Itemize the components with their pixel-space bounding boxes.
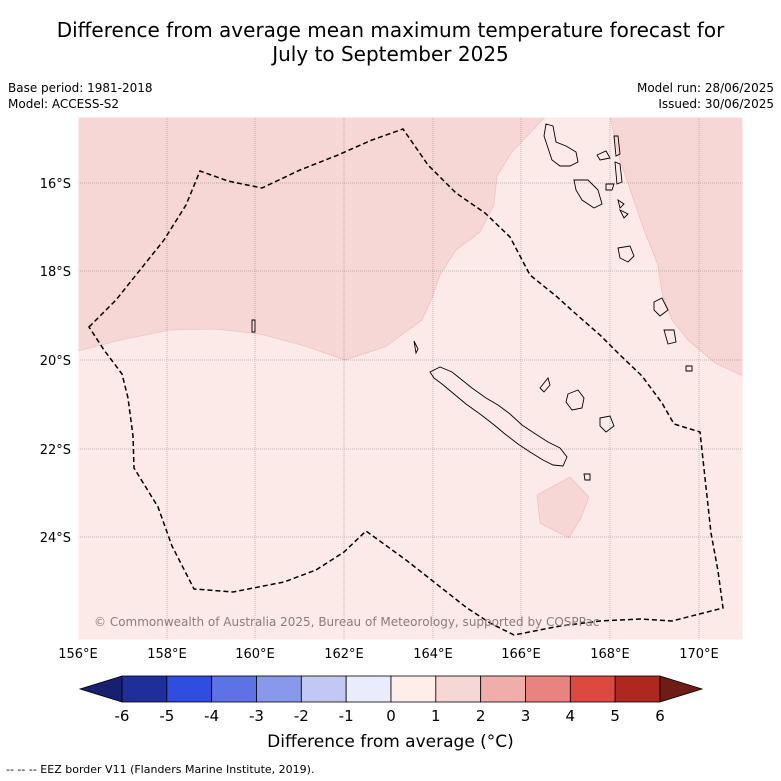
gridlines (78, 117, 743, 640)
colorbar-tick-label: 1 (431, 707, 441, 725)
colorbar-tick-label: 3 (521, 707, 531, 725)
colorbar-label: Difference from average (°C) (267, 732, 514, 752)
colorbar: -6 -5 -4 -3 -2 -1 0 1 2 3 4 5 6 (78, 675, 704, 725)
colorbar-tick-label: 2 (476, 707, 486, 725)
colorbar-cell (256, 675, 302, 703)
colorbar-tick-label: 4 (566, 707, 576, 725)
colorbar-extend-low (78, 675, 123, 703)
vanuatu-efate (617, 245, 635, 263)
chesterfield-islet (251, 319, 256, 333)
colorbar-tick-label: -3 (249, 707, 264, 725)
warm-region-north-west (77, 116, 546, 361)
lon-label-168e: 168°E (590, 647, 630, 662)
colorbar-tick-label: 6 (655, 707, 665, 725)
lon-label-158e: 158°E (147, 647, 187, 662)
vanuatu-epi (617, 198, 625, 209)
lat-labels: 16°S 18°S 20°S 22°S 24°S (40, 177, 71, 546)
loyalty-island-lifou (565, 389, 585, 411)
colorbar-cell (211, 675, 257, 703)
loyalty-island-ouvea (539, 377, 551, 393)
map-frame (77, 116, 744, 641)
colorbar-tick-label: -2 (294, 707, 309, 725)
lat-label-24s: 24°S (40, 531, 71, 546)
colorbar-cell (435, 675, 482, 703)
colorbar-cell (345, 675, 392, 703)
copyright-text: © Commonwealth of Australia 2025, Bureau… (94, 615, 599, 629)
colorbar-cells (121, 675, 661, 703)
colorbar-cell (300, 675, 347, 703)
lon-label-156e: 156°E (58, 647, 98, 662)
title-line-1: Difference from average mean maximum tem… (56, 18, 725, 42)
vanuatu-maewo (613, 135, 621, 157)
meta-right: Model run: 28/06/2025 Issued: 30/06/2025 (637, 80, 774, 112)
warm-region-south (536, 476, 590, 539)
meta-left: Base period: 1981-2018 Model: ACCESS-S2 (8, 80, 153, 112)
eez-legend-note: -- -- -- EEZ border V11 (Flanders Marine… (6, 763, 315, 776)
vanuatu-shepherd (618, 208, 629, 219)
lon-label-162e: 162°E (324, 647, 364, 662)
vanuatu-aneityum (685, 365, 693, 372)
colorbar-tick-label: -5 (159, 707, 174, 725)
lon-label-170e: 170°E (679, 647, 719, 662)
vanuatu-tanna (663, 329, 677, 345)
colorbar-cell (480, 675, 526, 703)
chart-title: Difference from average mean maximum tem… (0, 18, 781, 66)
colorbar-tick-label: -1 (339, 707, 354, 725)
colorbar-cell (166, 675, 213, 703)
colorbar-cell (614, 675, 661, 703)
colorbar-tick-label: -4 (204, 707, 219, 725)
coastlines (251, 123, 693, 481)
colorbar-cell (525, 675, 571, 703)
colorbar-cell (121, 675, 168, 703)
lat-label-18s: 18°S (40, 265, 71, 280)
colorbar-cell (390, 675, 437, 703)
vanuatu-erromango (653, 297, 669, 317)
colorbar-extend-high (659, 675, 704, 703)
vanuatu-ambrym (605, 183, 615, 191)
colorbar-tick-label: -6 (115, 707, 130, 725)
lon-label-160e: 160°E (235, 647, 275, 662)
base-period: Base period: 1981-2018 (8, 81, 153, 95)
lon-label-164e: 164°E (413, 647, 453, 662)
model-run: Model run: 28/06/2025 (636, 81, 774, 95)
new-caledonia-coastline (429, 366, 568, 467)
lat-label-20s: 20°S (40, 354, 71, 369)
colorbar-ticks: -6 -5 -4 -3 -2 -1 0 1 2 3 4 5 6 (115, 707, 665, 725)
vanuatu-espiritu-santo (543, 123, 579, 167)
lon-labels: 156°E 158°E 160°E 162°E 164°E 166°E 168°… (58, 647, 719, 662)
title-line-2: July to September 2025 (272, 42, 509, 66)
loyalty-island-mare (599, 415, 615, 433)
vanuatu-pentecost (614, 161, 623, 185)
vanuatu-malekula (573, 179, 603, 209)
vanuatu-ambae (596, 150, 611, 161)
colorbar-tick-label: 0 (386, 707, 396, 725)
lat-label-16s: 16°S (40, 177, 71, 192)
issued-date: Issued: 30/06/2025 (658, 97, 774, 111)
model-name: Model: ACCESS-S2 (8, 97, 120, 111)
belep-islands (413, 340, 419, 355)
colorbar-cell (569, 675, 616, 703)
lat-label-22s: 22°S (40, 443, 71, 458)
isle-of-pines (583, 473, 591, 481)
colorbar-tick-label: 5 (610, 707, 620, 725)
lon-label-166e: 166°E (501, 647, 541, 662)
eez-border (88, 128, 724, 636)
